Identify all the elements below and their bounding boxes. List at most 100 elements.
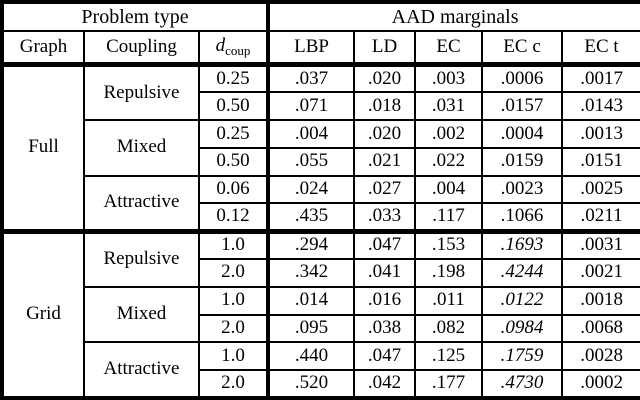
value-cell-lbp: .294 [266, 228, 356, 260]
value-cell-ld: .020 [353, 119, 417, 149]
table-row: Attractive 0.06.024.027.004.0023.0025 [2, 174, 640, 233]
value-cell-ecc: .0004 [481, 119, 564, 149]
col-header-ec: EC [414, 30, 484, 67]
value-cell-lbp: .071 [266, 91, 356, 122]
coupling-cell: Mixed [83, 119, 200, 177]
dcoup-variable: d [215, 34, 226, 56]
value-cell-ld: .020 [353, 63, 417, 94]
table-row: Full Repulsive 0.25.037.020.003.0006.0017 [1, 63, 640, 233]
value-cell-ecc: .0023 [481, 174, 564, 205]
value-cell-ecc: .1693 [481, 228, 564, 260]
dcoup-cell: 1.0 [197, 285, 270, 316]
value-cell-ecc: .4730 [481, 369, 564, 399]
dcoup-cell: 0.12 [197, 202, 270, 233]
table-row: 0.12.435.033.117.1066.0211 [2, 202, 640, 233]
table-row: Attractive 1.0.440.047.125.1759.0028 [2, 341, 640, 399]
value-cell-ld: .038 [353, 313, 417, 344]
value-cell-ec: .153 [414, 228, 484, 260]
value-cell-lbp: .024 [266, 174, 356, 205]
graph-cell: Full [1, 63, 85, 233]
value-cell-ec: .125 [414, 341, 484, 372]
value-cell-ec: .004 [414, 174, 484, 205]
dcoup-cell: 1.0 [197, 228, 270, 260]
value-cell-ect: .0002 [561, 369, 640, 399]
coupling-cell: Attractive [83, 341, 200, 399]
value-cell-lbp: .037 [266, 63, 356, 94]
value-cell-ecc: .0006 [481, 63, 564, 94]
value-cell-ect: .0031 [561, 228, 640, 260]
value-cell-ecc: .1759 [481, 341, 564, 372]
table-row: Grid Repulsive 1.0.294.047.153.1693.0031 [1, 228, 640, 399]
col-header-graph: Graph [1, 30, 85, 67]
coupling-cell: Repulsive [83, 228, 200, 288]
value-cell-ect: .0021 [561, 257, 640, 288]
coupling-cell: Repulsive [83, 63, 200, 122]
coupling-cell: Mixed [83, 285, 200, 344]
value-cell-ect: .0068 [561, 313, 640, 344]
value-cell-ec: .177 [414, 369, 484, 399]
value-cell-ld: .042 [353, 369, 417, 399]
col-header-dcoup: dcoup [197, 30, 270, 67]
value-cell-ec: .198 [414, 257, 484, 288]
value-cell-ect: .0013 [561, 119, 640, 149]
table-row: Mixed 1.0.014.016.011.0122.0018 [2, 285, 640, 344]
dcoup-cell: 2.0 [197, 369, 270, 399]
table-row: 2.0.520.042.177.4730.0002 [2, 369, 640, 399]
table-row: 2.0.095.038.082.0984.0068 [2, 313, 640, 344]
table-row: 2.0.342.041.198.4244.0021 [2, 257, 640, 288]
value-cell-ld: .041 [353, 257, 417, 288]
dcoup-cell: 0.25 [197, 119, 270, 149]
value-cell-ect: .0151 [561, 146, 640, 177]
table-row: 0.50.055.021.022.0159.0151 [2, 146, 640, 177]
dcoup-cell: 1.0 [197, 341, 270, 372]
value-cell-ec: .002 [414, 119, 484, 149]
group-header-row: Problem type AAD marginals [0, 1, 640, 32]
value-cell-ecc: .1066 [481, 202, 564, 233]
value-cell-lbp: .520 [266, 369, 356, 399]
value-cell-ect: .0018 [561, 285, 640, 316]
col-header-lbp: LBP [266, 30, 356, 67]
value-cell-ec: .022 [414, 146, 484, 177]
value-cell-ec: .082 [414, 313, 484, 344]
value-cell-ld: .047 [353, 228, 417, 260]
coupling-cell: Attractive [83, 174, 200, 233]
value-cell-ec: .117 [414, 202, 484, 233]
dcoup-cell: 0.25 [197, 63, 270, 94]
value-cell-ld: .033 [353, 202, 417, 233]
value-cell-ect: .0025 [561, 174, 640, 205]
table-row: 0.50.071.018.031.0157.0143 [2, 91, 640, 122]
value-cell-lbp: .435 [266, 202, 356, 233]
value-cell-ecc: .0122 [481, 285, 564, 316]
value-cell-ec: .003 [414, 63, 484, 94]
dcoup-cell: 0.50 [197, 91, 270, 122]
value-cell-ect: .0017 [561, 63, 640, 94]
dcoup-subscript: coup [225, 42, 251, 58]
value-cell-ecc: .4244 [481, 257, 564, 288]
value-cell-ect: .0211 [561, 202, 640, 233]
value-cell-ld: .016 [353, 285, 417, 316]
col-header-ect: EC t [561, 30, 640, 67]
value-cell-lbp: .014 [266, 285, 356, 316]
value-cell-lbp: .440 [266, 341, 356, 372]
value-cell-lbp: .342 [266, 257, 356, 288]
dcoup-cell: 2.0 [197, 257, 270, 288]
value-cell-ec: .031 [414, 91, 484, 122]
value-cell-ecc: .0157 [481, 91, 564, 122]
table-row: Mixed 0.25.004.020.002.0004.0013 [2, 119, 640, 177]
dcoup-cell: 2.0 [197, 313, 270, 344]
table-header: Problem type AAD marginals Graph Couplin… [0, 1, 640, 67]
value-cell-lbp: .055 [266, 146, 356, 177]
group-header-problem-type: Problem type [0, 1, 270, 32]
value-cell-ec: .011 [414, 285, 484, 316]
value-cell-ect: .0143 [561, 91, 640, 122]
group-header-aad-marginals: AAD marginals [266, 1, 640, 32]
col-header-ld: LD [353, 30, 417, 67]
value-cell-ecc: .0984 [481, 313, 564, 344]
col-header-ecc: EC c [481, 30, 564, 67]
value-cell-ect: .0028 [561, 341, 640, 372]
value-cell-ld: .021 [353, 146, 417, 177]
value-cell-ld: .027 [353, 174, 417, 205]
value-cell-ld: .018 [353, 91, 417, 122]
dcoup-cell: 0.50 [197, 146, 270, 177]
